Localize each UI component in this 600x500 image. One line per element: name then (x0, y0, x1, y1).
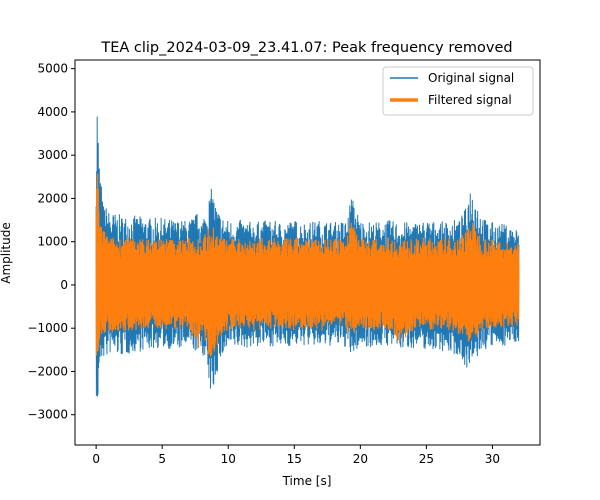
y-axis: −3000 −2000 −1000 0 1000 2000 3000 4000 5000 (27, 62, 75, 422)
y-tick-label: −3000 (27, 408, 68, 422)
y-tick-label: 1000 (37, 235, 68, 249)
y-tick-label: 3000 (37, 148, 68, 162)
legend-label-filtered: Filtered signal (428, 93, 512, 107)
y-tick-label: 0 (60, 278, 68, 292)
x-tick-label: 20 (353, 452, 368, 466)
x-tick-label: 0 (92, 452, 100, 466)
legend: Original signal Filtered signal (382, 66, 534, 116)
x-axis: 0 5 10 15 20 25 30 (92, 445, 500, 466)
y-tick-label: −1000 (27, 321, 68, 335)
legend-box (382, 66, 534, 116)
x-tick-label: 5 (158, 452, 166, 466)
x-tick-label: 30 (485, 452, 500, 466)
y-tick-label: 4000 (37, 105, 68, 119)
x-tick-label: 10 (221, 452, 236, 466)
y-axis-label: Amplitude (0, 222, 13, 284)
y-tick-label: 2000 (37, 191, 68, 205)
y-tick-label: 5000 (37, 62, 68, 76)
x-axis-label: Time [s] (282, 474, 332, 488)
x-tick-label: 15 (287, 452, 302, 466)
series-layer (95, 116, 520, 397)
x-tick-label: 25 (419, 452, 434, 466)
series-filtered-signal (95, 173, 520, 357)
plot-area-frame (74, 59, 541, 446)
y-tick-label: −2000 (27, 364, 68, 378)
chart-title: TEA clip_2024-03-09_23.41.07: Peak frequ… (100, 40, 512, 56)
legend-label-original: Original signal (428, 71, 514, 85)
